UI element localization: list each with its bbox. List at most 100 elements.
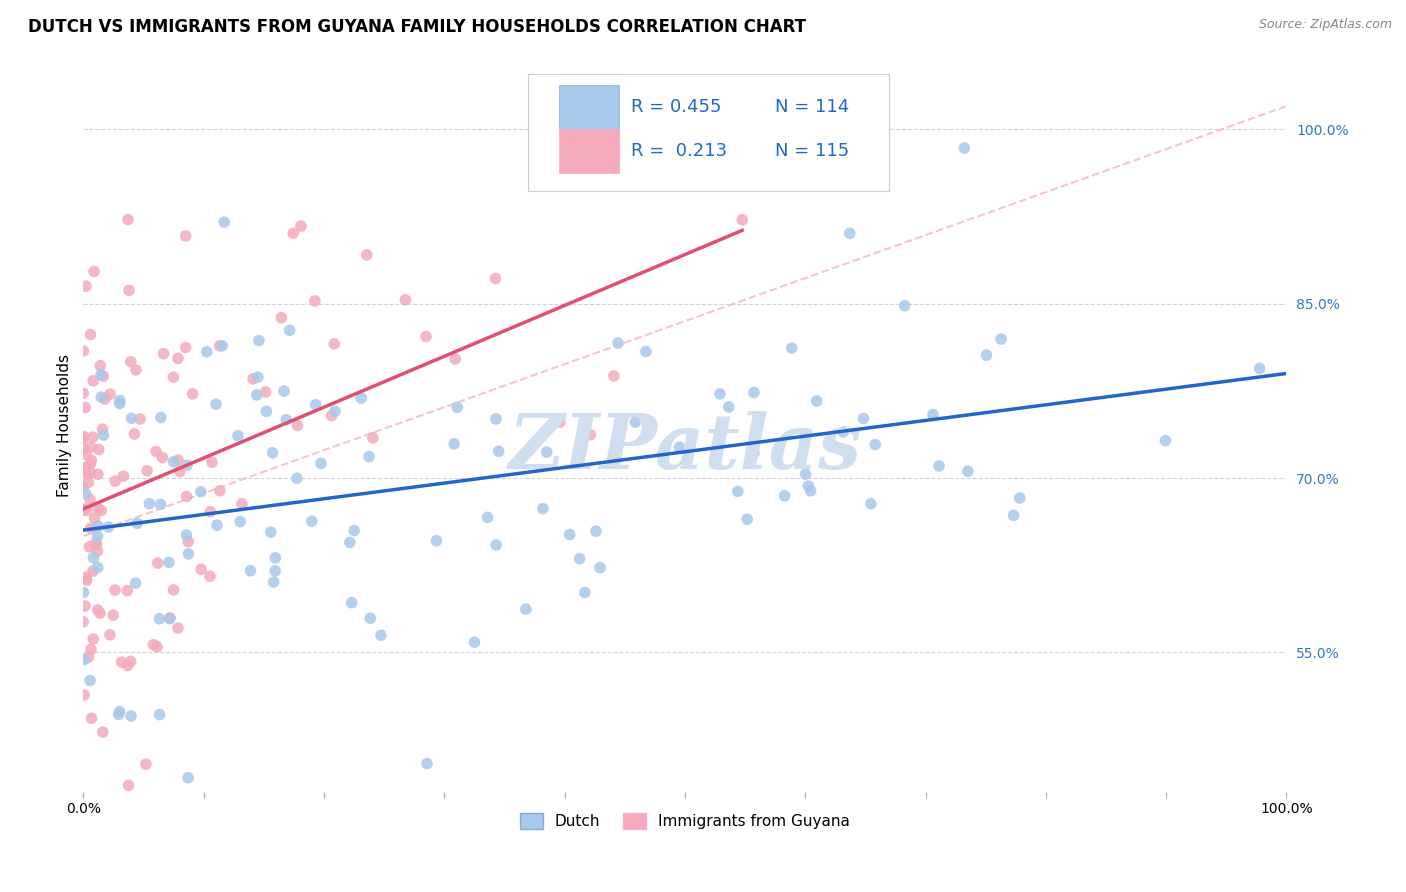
Point <box>148 612 170 626</box>
Point <box>80 440 103 454</box>
Point <box>531 501 554 516</box>
Point <box>246 370 269 384</box>
Point <box>176 490 198 504</box>
Point <box>91 369 114 384</box>
Point <box>357 450 380 464</box>
Point <box>159 611 181 625</box>
Point <box>104 583 127 598</box>
Point <box>773 489 796 503</box>
Point <box>79 466 101 480</box>
Point <box>415 329 437 343</box>
Point <box>148 707 170 722</box>
Point <box>75 279 97 293</box>
Point <box>340 596 363 610</box>
Point <box>323 404 346 418</box>
Point <box>73 460 96 475</box>
Text: N = 115: N = 115 <box>775 142 849 161</box>
Point <box>485 412 508 426</box>
Point <box>446 401 468 415</box>
Point <box>443 437 465 451</box>
Point <box>108 396 131 410</box>
Point <box>205 518 228 533</box>
Legend: Dutch, Immigrants from Guyana: Dutch, Immigrants from Guyana <box>513 807 856 836</box>
Point <box>260 525 283 540</box>
Point <box>149 410 172 425</box>
Point <box>838 227 860 241</box>
Point <box>668 440 690 454</box>
Point <box>416 756 439 771</box>
Point <box>780 341 803 355</box>
Point <box>607 336 630 351</box>
Point <box>361 431 384 445</box>
Point <box>87 467 110 482</box>
Point <box>72 386 94 401</box>
Point <box>246 388 269 402</box>
Point <box>254 404 277 418</box>
Point <box>152 346 174 360</box>
Point <box>709 387 731 401</box>
FancyBboxPatch shape <box>558 129 619 173</box>
Point <box>77 475 100 490</box>
Point <box>212 215 235 229</box>
Point <box>79 457 101 471</box>
Point <box>98 387 121 401</box>
Point <box>806 394 828 409</box>
Point <box>350 391 373 405</box>
Point <box>169 464 191 478</box>
Point <box>111 655 134 669</box>
Point <box>157 555 180 569</box>
Point <box>72 462 94 476</box>
Point <box>893 299 915 313</box>
Point <box>370 628 392 642</box>
Point <box>301 514 323 528</box>
Text: DUTCH VS IMMIGRANTS FROM GUYANA FAMILY HOUSEHOLDS CORRELATION CHART: DUTCH VS IMMIGRANTS FROM GUYANA FAMILY H… <box>28 18 806 36</box>
Point <box>79 327 101 342</box>
Point <box>742 446 765 460</box>
Point <box>205 397 228 411</box>
Point <box>77 650 100 665</box>
Point <box>86 529 108 543</box>
Point <box>127 516 149 531</box>
Point <box>190 484 212 499</box>
Point <box>136 464 159 478</box>
Point <box>174 341 197 355</box>
Point <box>149 497 172 511</box>
Point <box>87 560 110 574</box>
Point <box>1008 491 1031 505</box>
Point <box>247 334 270 348</box>
Point <box>82 550 104 565</box>
Point <box>309 457 332 471</box>
Point <box>72 502 94 516</box>
Point <box>76 467 98 481</box>
Point <box>343 524 366 538</box>
FancyBboxPatch shape <box>558 86 619 129</box>
Point <box>79 540 101 554</box>
Point <box>135 757 157 772</box>
Point <box>276 413 298 427</box>
Point <box>208 339 231 353</box>
Point <box>735 512 758 526</box>
Point <box>107 707 129 722</box>
Point <box>859 497 882 511</box>
Point <box>72 480 94 494</box>
Point <box>226 428 249 442</box>
Point <box>956 464 979 478</box>
Point <box>603 368 626 383</box>
Point <box>574 585 596 599</box>
Point <box>285 471 308 485</box>
Point <box>558 527 581 541</box>
Point <box>990 332 1012 346</box>
Point <box>863 437 886 451</box>
Point <box>181 387 204 401</box>
Point <box>86 537 108 551</box>
Text: N = 114: N = 114 <box>775 98 849 116</box>
Point <box>129 412 152 426</box>
Point <box>162 370 184 384</box>
Point <box>82 564 104 578</box>
Point <box>75 401 97 415</box>
Point <box>167 351 190 366</box>
Point <box>124 427 146 442</box>
Point <box>568 551 591 566</box>
Point <box>159 612 181 626</box>
Point <box>304 293 326 308</box>
